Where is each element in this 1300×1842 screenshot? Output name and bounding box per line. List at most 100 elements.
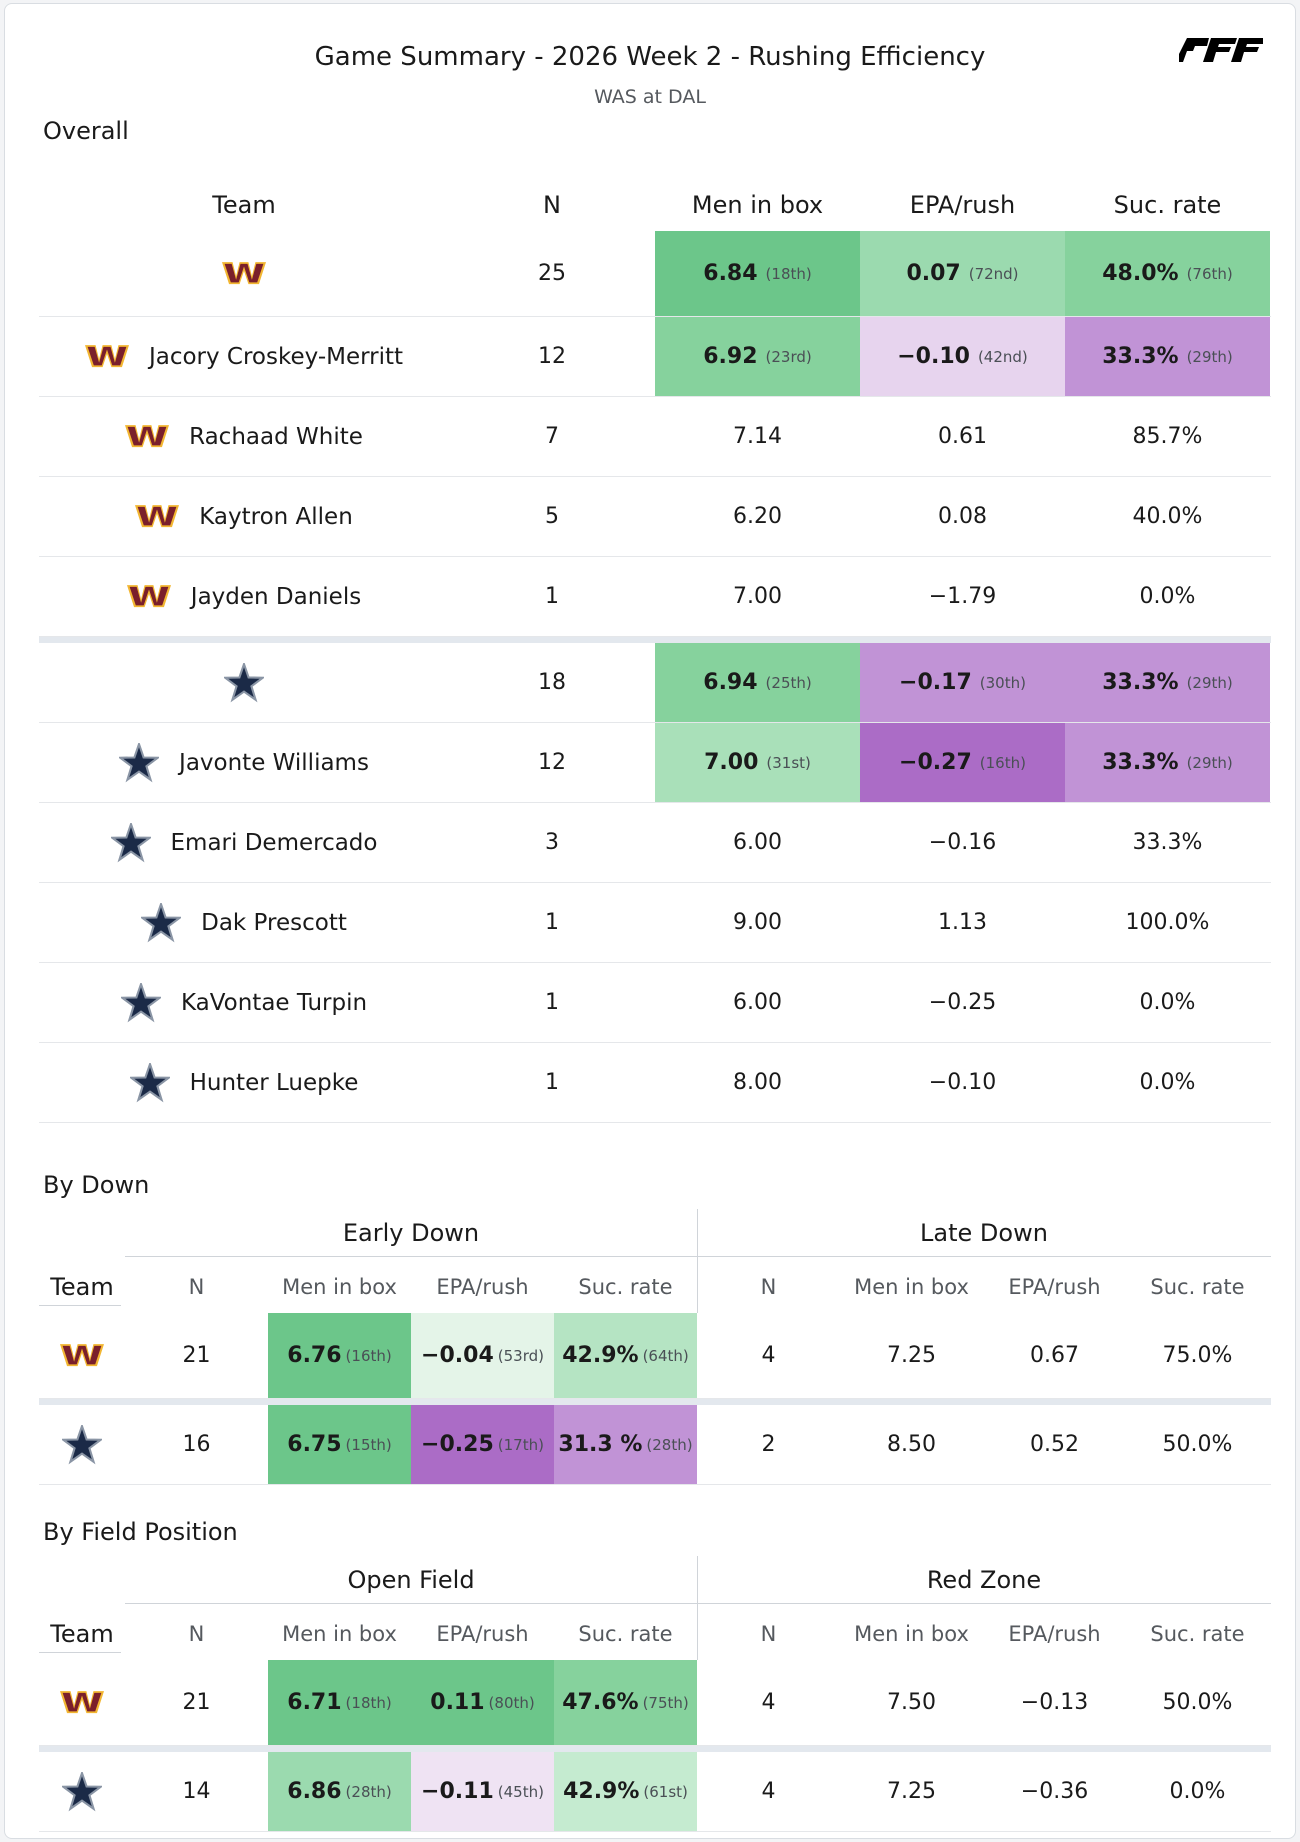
men-in-box-cell: 6.94 (25th) — [655, 643, 860, 722]
team-cell: Rachaad White — [39, 397, 449, 476]
suc-rate-cell-value: 33.3% — [1102, 344, 1179, 369]
team-cell — [39, 1405, 125, 1484]
men-in-box-cell-rank: (18th) — [765, 264, 812, 283]
player-row: Emari Demercado 3 6.00 −0.16 33.3% — [39, 803, 1271, 883]
suc-rate-cell-value: 85.7% — [1132, 424, 1203, 449]
men-in-box-cell: 6.00 — [655, 963, 860, 1042]
group-underline — [697, 1256, 1271, 1257]
header-divider — [697, 1257, 698, 1313]
player-row: Jacory Croskey-Merritt 12 6.92 (23rd) −0.10 (… — [39, 317, 1271, 397]
men-in-box-cell-rank: (18th) — [345, 1693, 392, 1712]
player-name: Jacory Croskey-Merritt — [148, 343, 404, 370]
cowboys-star-icon — [110, 822, 151, 862]
men-in-box-cell: 6.92 (23rd) — [655, 317, 860, 396]
epa-rush-cell-rank: (72nd) — [968, 264, 1019, 283]
col-header: EPA/rush — [1008, 1275, 1101, 1299]
epa-rush-cell-rank: (80th) — [488, 1693, 535, 1712]
col-epa-rush: EPA/rush — [909, 191, 1016, 219]
epa-rush-cell: 1.13 — [860, 883, 1065, 962]
men-in-box-cell-value: 6.20 — [733, 504, 782, 529]
suc-rate-cell: 31.3 % (28th) — [554, 1405, 697, 1484]
epa-rush-cell-value: 1.13 — [938, 910, 987, 935]
team-cell: Javonte Williams — [39, 723, 449, 802]
player-name: Kaytron Allen — [199, 503, 353, 530]
overall-body: 25 6.84 (18th) 0.07 (72nd) 48.0% (76th) Jacory … — [39, 231, 1271, 1123]
suc-rate-cell: 0.0% — [1065, 1043, 1270, 1122]
team-total-row: 18 6.94 (25th) −0.17 (30th) 33.3% (29th) — [39, 637, 1271, 723]
col-header: Team — [50, 1620, 114, 1648]
suc-rate-cell-value: 33.3% — [1102, 670, 1179, 695]
commanders-logo-icon — [222, 262, 266, 285]
men-in-box-cell-value: 9.00 — [733, 910, 782, 935]
suc-rate-cell: 100.0% — [1065, 883, 1270, 962]
men-in-box-cell: 7.14 — [655, 397, 860, 476]
epa-rush-cell-2: −0.36 — [1020, 1779, 1089, 1804]
suc-rate-cell: 33.3% — [1065, 803, 1270, 882]
commanders-logo-icon — [135, 505, 180, 528]
men-in-box-cell-value: 7.00 — [704, 750, 759, 775]
group-label-left: Open Field — [347, 1566, 475, 1594]
group-label-right: Red Zone — [926, 1566, 1042, 1594]
epa-rush-cell-value: −0.25 — [421, 1432, 494, 1457]
n-cell: 1 — [545, 584, 559, 609]
n-cell: 25 — [538, 261, 566, 286]
cowboys-star-icon — [224, 662, 264, 702]
men-in-box-cell-rank: (25th) — [765, 673, 812, 692]
col-suc-rate: Suc. rate — [1113, 191, 1222, 219]
men-in-box-cell-rank: (15th) — [345, 1435, 392, 1454]
men-in-box-cell: 6.76 (16th) — [268, 1313, 411, 1398]
team-cell: Hunter Luepke — [39, 1043, 449, 1122]
epa-rush-cell: −0.16 — [860, 803, 1065, 882]
section-by-field: By Field Position — [43, 1518, 238, 1546]
page-title: Game Summary - 2026 Week 2 - Rushing Eff… — [314, 42, 986, 72]
suc-rate-cell: 42.9% (64th) — [554, 1313, 697, 1398]
overall-header: Team N Men in box EPA/rush Suc. rate — [39, 179, 1271, 231]
suc-rate-cell: 33.3% (29th) — [1065, 317, 1270, 396]
suc-rate-cell-rank: (61st) — [643, 1782, 688, 1801]
cowboys-star-icon — [119, 742, 160, 782]
col-header: Men in box — [854, 1622, 969, 1646]
men-in-box-cell-rank: (31st) — [766, 753, 811, 772]
player-row: Dak Prescott 1 9.00 1.13 100.0% — [39, 883, 1271, 963]
men-in-box-cell-2: 7.50 — [887, 1690, 936, 1715]
col-header: N — [188, 1622, 205, 1646]
player-row: Rachaad White 7 7.14 0.61 85.7% — [39, 397, 1271, 477]
n-cell: 1 — [545, 1070, 559, 1095]
team-cell: Jacory Croskey-Merritt — [39, 317, 449, 396]
epa-rush-cell-rank: (16th) — [979, 753, 1026, 772]
suc-rate-cell: 42.9% (61st) — [554, 1752, 697, 1831]
epa-rush-cell: −0.27 (16th) — [860, 723, 1065, 802]
n-cell: 5 — [545, 504, 559, 529]
player-name: Javonte Williams — [179, 749, 369, 776]
overall-table: Team N Men in box EPA/rush Suc. rate 25 6… — [39, 179, 1271, 1123]
men-in-box-cell: 8.00 — [655, 1043, 860, 1122]
epa-rush-cell-value: −0.17 — [899, 670, 972, 695]
epa-rush-cell-2: 0.67 — [1030, 1343, 1079, 1368]
team-cell — [39, 643, 449, 722]
epa-rush-cell-value: 0.11 — [430, 1690, 485, 1715]
team-cell: Kaytron Allen — [39, 477, 449, 556]
team-row: 14 6.86 (28th) −0.11 (45th) 42.9% (61st) 4 7.25−… — [39, 1746, 1271, 1832]
epa-rush-cell: −0.11 (45th) — [411, 1752, 554, 1831]
n-cell: 3 — [545, 830, 559, 855]
men-in-box-cell-value: 6.84 — [703, 261, 758, 286]
men-in-box-cell-value: 7.00 — [733, 584, 782, 609]
group-underline — [125, 1256, 697, 1257]
n-cell: 7 — [545, 424, 559, 449]
suc-rate-cell-2: 75.0% — [1162, 1343, 1233, 1368]
men-in-box-cell-2: 8.50 — [887, 1432, 936, 1457]
col-team: Team — [212, 191, 276, 219]
suc-rate-cell-rank: (76th) — [1186, 264, 1233, 283]
col-header: N — [760, 1275, 777, 1299]
epa-rush-cell-rank: (17th) — [497, 1435, 544, 1454]
n-cell-2: 4 — [761, 1690, 776, 1715]
col-header: Suc. rate — [1150, 1622, 1245, 1646]
n-cell: 1 — [545, 990, 559, 1015]
group-divider — [697, 1209, 698, 1257]
epa-rush-cell-rank: (42nd) — [977, 347, 1028, 366]
suc-rate-cell-value: 42.9% — [562, 1343, 639, 1368]
team-row: 16 6.75 (15th) −0.25 (17th) 31.3 % (28th) 2 8.50… — [39, 1399, 1271, 1485]
suc-rate-cell: 47.6% (75th) — [554, 1660, 697, 1745]
sub-table-header: Team N Men in box EPA/rush Suc. rate N Men in … — [39, 1261, 1271, 1313]
epa-rush-cell-value: −0.10 — [928, 1070, 997, 1095]
